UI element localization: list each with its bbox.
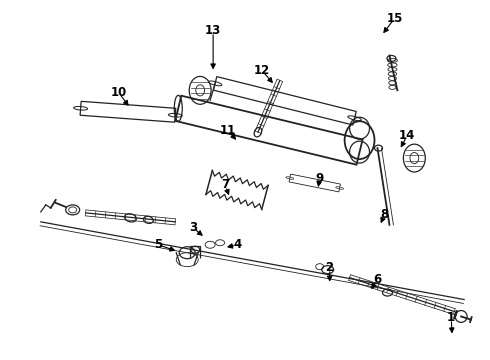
Text: 5: 5 bbox=[154, 238, 163, 251]
Text: 15: 15 bbox=[386, 12, 403, 25]
Text: 14: 14 bbox=[399, 129, 416, 142]
Text: 3: 3 bbox=[189, 221, 197, 234]
Text: 11: 11 bbox=[220, 124, 236, 137]
Text: 6: 6 bbox=[373, 273, 382, 286]
Text: 2: 2 bbox=[326, 261, 334, 274]
Text: 1: 1 bbox=[447, 311, 455, 324]
Text: 9: 9 bbox=[316, 171, 324, 185]
Text: 12: 12 bbox=[254, 64, 270, 77]
Text: 8: 8 bbox=[380, 208, 389, 221]
Text: 7: 7 bbox=[221, 179, 229, 192]
Text: 10: 10 bbox=[110, 86, 126, 99]
Text: 13: 13 bbox=[205, 24, 221, 37]
Text: 4: 4 bbox=[234, 238, 242, 251]
